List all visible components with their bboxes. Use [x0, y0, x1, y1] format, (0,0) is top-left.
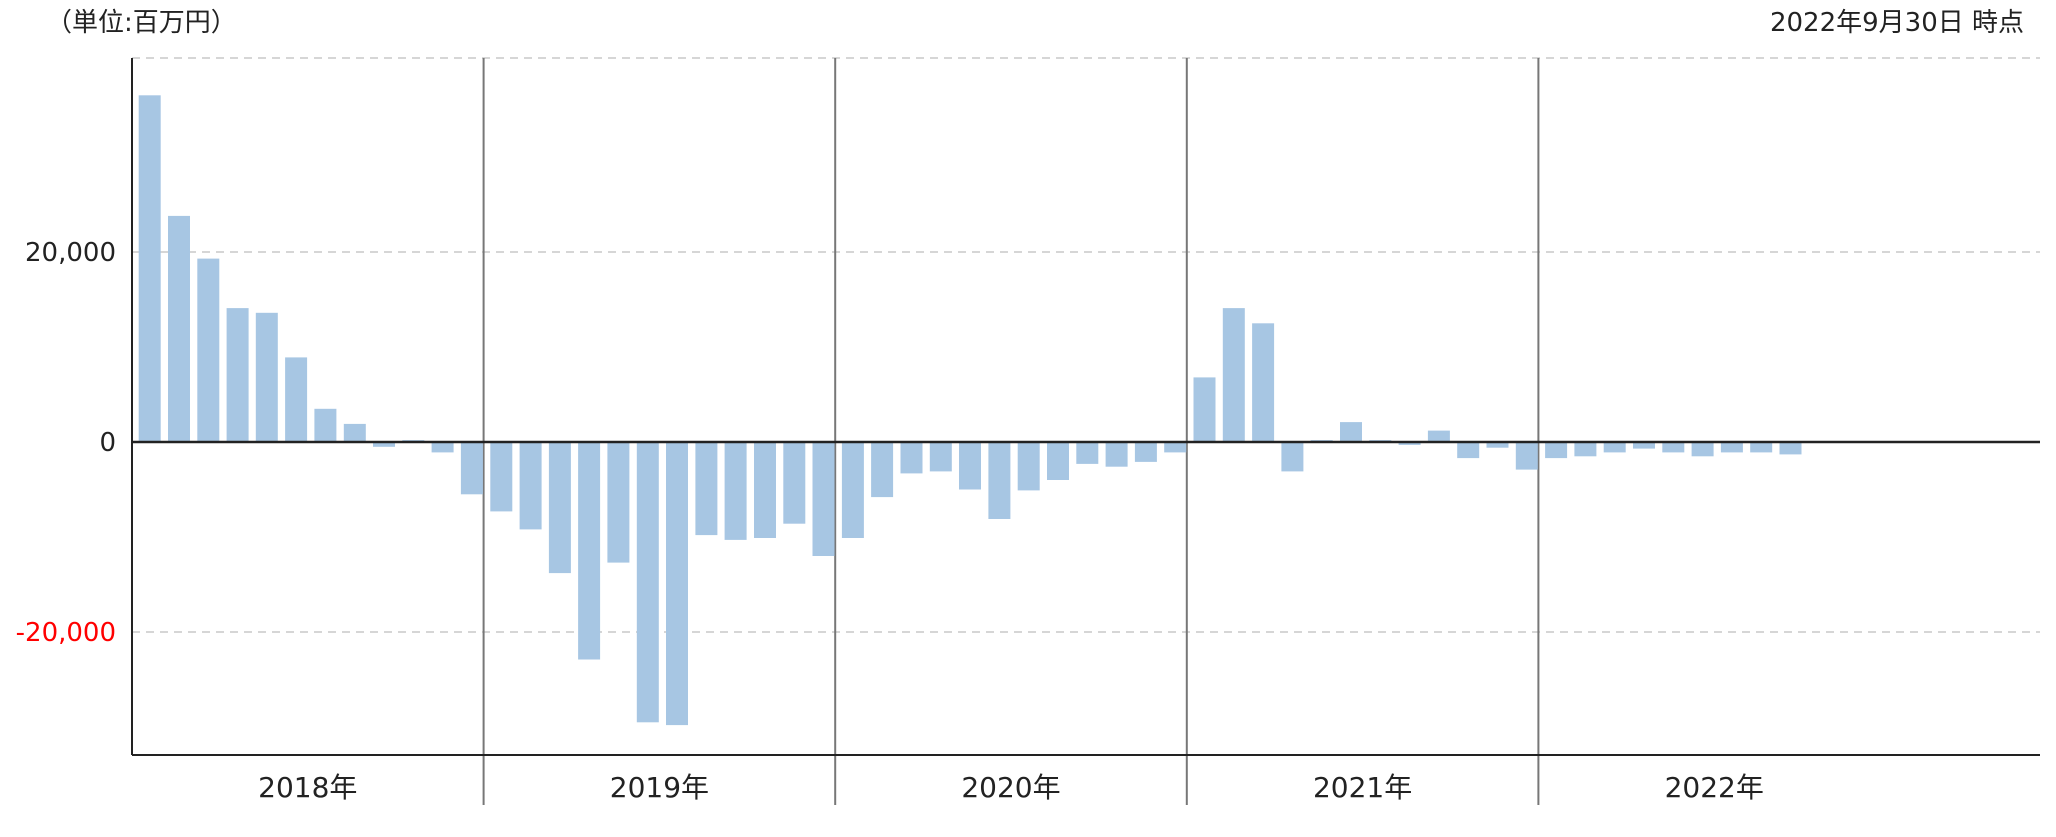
bar — [871, 442, 894, 498]
bar — [1281, 442, 1304, 472]
bar — [1662, 442, 1685, 453]
bar — [841, 442, 864, 538]
bar — [519, 442, 542, 530]
year-dividers — [482, 58, 1540, 805]
bar — [1515, 442, 1538, 470]
bar — [1574, 442, 1597, 457]
bar — [1047, 442, 1069, 480]
bar — [1691, 442, 1714, 457]
x-category-label: 2021年 — [1313, 771, 1412, 804]
x-category-label: 2018年 — [258, 771, 357, 804]
bar — [343, 423, 366, 442]
axes — [131, 58, 2040, 756]
bar — [1222, 308, 1245, 442]
bar — [548, 442, 571, 574]
bar — [255, 312, 278, 442]
bar — [460, 442, 483, 495]
bar — [285, 357, 308, 442]
bar — [314, 408, 337, 443]
bar — [695, 442, 718, 536]
bar — [226, 308, 249, 442]
bar — [1427, 430, 1450, 442]
y-tick-label: 0 — [99, 428, 116, 458]
bar — [1076, 442, 1099, 464]
bar — [1164, 442, 1187, 453]
y-axis-ticks: 20,000 0 -20,000 — [16, 238, 116, 648]
bar — [1340, 422, 1362, 442]
gridlines — [132, 57, 2040, 633]
x-axis-categories: 2018年 2019年 2020年 2021年 2022年 — [258, 771, 1764, 804]
unit-label: （単位:百万円） — [46, 8, 237, 38]
bar — [988, 442, 1011, 519]
bar — [578, 442, 601, 660]
bar — [1779, 442, 1802, 455]
bar — [1750, 442, 1773, 453]
bar — [1720, 442, 1743, 453]
bar — [431, 442, 454, 453]
bar — [1633, 442, 1655, 449]
bar — [929, 442, 952, 472]
bar — [959, 442, 981, 490]
bar — [168, 215, 190, 442]
bar — [1193, 377, 1216, 442]
bar — [1486, 442, 1509, 448]
bar — [607, 442, 630, 563]
bars — [138, 95, 1802, 726]
bar — [197, 258, 220, 442]
bar — [1105, 442, 1128, 467]
bar — [754, 442, 776, 538]
bar — [666, 442, 688, 726]
bar — [1134, 442, 1157, 462]
as-of-date: 2022年9月30日 時点 — [1770, 8, 2024, 38]
x-category-label: 2020年 — [961, 771, 1060, 804]
bar — [1017, 442, 1040, 491]
bar — [138, 95, 161, 443]
bar — [724, 442, 747, 540]
bar — [1457, 442, 1480, 459]
bar — [783, 442, 806, 524]
bar — [900, 442, 923, 474]
bar — [373, 442, 395, 447]
bar — [490, 442, 513, 512]
bar — [1545, 442, 1568, 459]
bar — [1398, 442, 1421, 445]
bar — [1252, 323, 1275, 443]
x-category-label: 2019年 — [610, 771, 709, 804]
x-category-label: 2022年 — [1665, 771, 1764, 804]
bar — [1603, 442, 1626, 453]
y-tick-label: -20,000 — [16, 618, 116, 648]
y-tick-label: 20,000 — [25, 238, 116, 268]
bar — [812, 442, 835, 556]
bar — [636, 442, 659, 723]
